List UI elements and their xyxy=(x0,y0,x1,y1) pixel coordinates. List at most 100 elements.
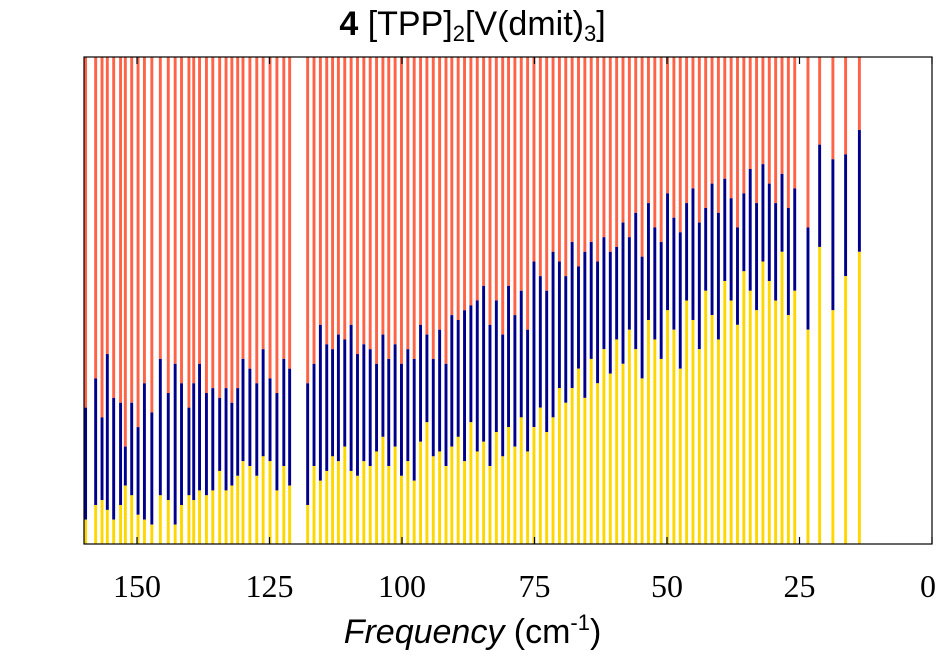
bar-44-blue xyxy=(381,334,385,437)
bar-103-blue xyxy=(755,203,759,311)
bar-100-red xyxy=(736,57,739,228)
bar-63-yellow xyxy=(501,456,505,544)
bar-21-yellow xyxy=(224,490,228,544)
bar-26-yellow xyxy=(255,475,259,544)
bar-103-yellow xyxy=(755,310,759,544)
bar-109-blue xyxy=(793,188,797,291)
bar-76-yellow xyxy=(583,397,587,544)
x-tick-label-0: 0 xyxy=(920,568,936,604)
bar-39-blue xyxy=(349,324,353,471)
bar-60-blue xyxy=(482,285,486,442)
bar-45-yellow xyxy=(387,466,391,544)
bar-87-red xyxy=(653,57,657,228)
bar-107-yellow xyxy=(780,251,784,545)
bar-38-red xyxy=(343,57,347,340)
bar-56-blue xyxy=(456,319,460,437)
bar-94-yellow xyxy=(697,349,701,544)
bar-109-yellow xyxy=(793,290,797,544)
bar-108-yellow xyxy=(786,315,790,544)
x-axis-label: Frequency (cm-1) xyxy=(0,612,945,652)
bar-80-yellow xyxy=(608,373,612,544)
bar-75-yellow xyxy=(577,368,580,544)
bar-83-yellow xyxy=(627,329,631,544)
bar-17-blue xyxy=(198,363,201,491)
bar-68-yellow xyxy=(532,427,536,544)
bar-76-blue xyxy=(583,251,587,398)
bar-48-yellow xyxy=(406,461,410,544)
bar-53-blue xyxy=(438,329,442,452)
bar-22-yellow xyxy=(230,485,234,544)
bar-27-red xyxy=(261,57,265,350)
bar-60-red xyxy=(482,57,486,286)
bar-43-blue xyxy=(375,363,379,452)
bar-45-blue xyxy=(387,358,391,467)
plot-frame xyxy=(83,56,933,545)
bar-0-red xyxy=(84,57,88,408)
bar-67-blue xyxy=(526,329,530,452)
bar-59-yellow xyxy=(475,451,479,544)
bar-20-yellow xyxy=(218,470,222,544)
bar-68-red xyxy=(532,57,536,262)
bar-30-blue xyxy=(282,358,286,467)
bar-78-blue xyxy=(596,261,600,384)
bar-114-blue xyxy=(857,130,861,252)
bar-48-blue xyxy=(406,349,410,462)
bar-109-red xyxy=(793,57,797,189)
bar-14-red xyxy=(180,57,183,384)
bar-72-blue xyxy=(557,261,561,389)
bar-5-red xyxy=(119,57,123,403)
bar-17-red xyxy=(198,57,201,364)
bar-9-red xyxy=(142,57,146,384)
formula-part2: [V(dmit) xyxy=(464,5,584,43)
bar-88-red xyxy=(659,57,663,243)
bar-96-red xyxy=(710,57,714,184)
bar-6-yellow xyxy=(123,485,127,544)
bar-99-blue xyxy=(729,198,733,301)
bar-19-yellow xyxy=(211,490,215,544)
bar-32-yellow xyxy=(306,505,310,544)
bar-81-red xyxy=(615,57,619,247)
bar-99-red xyxy=(729,57,733,199)
x-tick-label-50: 50 xyxy=(651,568,683,604)
bar-81-blue xyxy=(615,246,619,340)
bar-89-blue xyxy=(666,193,669,311)
bar-71-yellow xyxy=(551,417,555,544)
bar-90-blue xyxy=(672,217,676,330)
bar-90-red xyxy=(672,57,676,218)
bar-103-red xyxy=(755,57,759,204)
bar-48-red xyxy=(406,57,410,350)
bar-104-red xyxy=(761,57,765,165)
bar-54-blue xyxy=(444,363,448,467)
bar-24-red xyxy=(241,57,245,359)
bar-84-blue xyxy=(634,212,638,350)
x-tick-label-150: 150 xyxy=(113,568,161,604)
bar-9-yellow xyxy=(142,519,146,544)
bar-8-blue xyxy=(136,427,140,515)
bar-53-red xyxy=(438,57,442,330)
bar-114-yellow xyxy=(857,251,861,545)
bar-42-blue xyxy=(368,349,372,467)
bar-47-blue xyxy=(400,363,403,476)
bar-112-red xyxy=(831,57,835,160)
formula-subscript-2: 3 xyxy=(583,21,597,46)
x-axis-name: Frequency xyxy=(343,613,505,651)
bar-106-red xyxy=(774,57,778,204)
bar-2-blue xyxy=(100,417,104,501)
bar-57-blue xyxy=(463,310,466,462)
bar-110-red xyxy=(806,57,810,228)
bar-25-yellow xyxy=(248,466,252,544)
bar-30-yellow xyxy=(282,466,286,544)
bar-29-red xyxy=(275,57,279,394)
chart-title: 4 [TPP]2[V(dmit)3] xyxy=(0,4,945,46)
bar-86-yellow xyxy=(646,319,650,544)
bar-100-yellow xyxy=(736,324,739,544)
bar-56-yellow xyxy=(456,436,460,544)
bar-64-yellow xyxy=(507,427,510,544)
bar-17-yellow xyxy=(198,490,201,544)
bar-111-yellow xyxy=(818,246,822,544)
bar-58-blue xyxy=(469,305,473,423)
bar-12-red xyxy=(166,57,170,394)
bar-55-red xyxy=(450,57,454,316)
bar-97-blue xyxy=(716,212,720,340)
bar-25-red xyxy=(248,57,252,369)
